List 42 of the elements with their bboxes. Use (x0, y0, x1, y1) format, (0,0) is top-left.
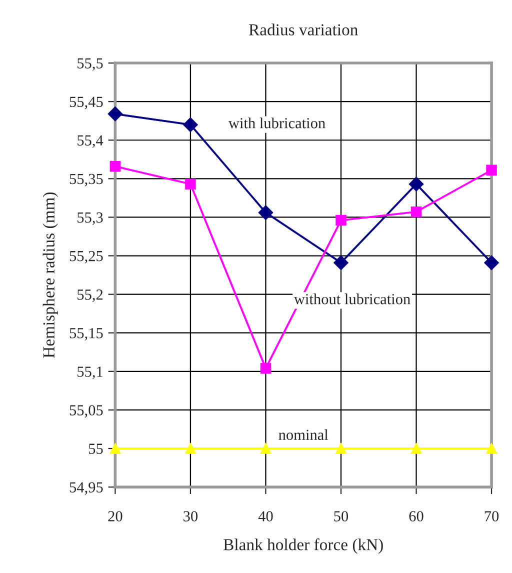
x-tick-label: 50 (334, 511, 348, 522)
y-tick-label: 55,45 (70, 96, 103, 110)
point (334, 255, 348, 270)
point (408, 176, 424, 192)
y-tick-label: 55,2 (78, 290, 103, 302)
y-tick-label: 55 (89, 444, 103, 454)
y-tick-label: 55,05 (70, 405, 103, 418)
y-tick-label: 54,95 (70, 482, 103, 495)
point (336, 443, 346, 454)
point (108, 106, 123, 122)
x-tick-label: 70 (484, 511, 499, 522)
point (486, 164, 497, 176)
y-tick-label: 55,3 (78, 212, 103, 225)
point (260, 443, 272, 454)
point (258, 205, 274, 220)
series-label: with lubrication (228, 118, 326, 128)
point (110, 443, 121, 454)
y-axis-title: Hemisphere radius (mm) (42, 192, 58, 358)
y-tick-label: 55,15 (70, 328, 103, 341)
y-tick-label: 55,1 (78, 366, 102, 380)
y-tick-label: 55,25 (70, 250, 103, 264)
series-label: without lubrication (294, 294, 410, 304)
y-tick-label: 55,5 (78, 58, 103, 71)
point (183, 117, 198, 132)
chart-title: Radius variation (248, 24, 358, 36)
y-tick-label: 55,35 (70, 174, 103, 186)
y-tick-label: 55,4 (78, 135, 104, 148)
point (110, 160, 121, 172)
point (410, 206, 422, 218)
x-tick-label: 30 (184, 511, 198, 522)
series-label: nominal (278, 429, 328, 440)
point (484, 255, 499, 270)
x-tick-label: 40 (258, 511, 273, 522)
point (185, 443, 196, 454)
point (410, 443, 422, 454)
point (260, 362, 272, 374)
point (486, 443, 497, 454)
x-axis-title: Blank holder force (kN) (224, 538, 383, 554)
point (185, 178, 196, 190)
point (336, 214, 346, 226)
x-tick-label: 60 (409, 511, 424, 522)
x-tick-label: 20 (108, 511, 122, 522)
